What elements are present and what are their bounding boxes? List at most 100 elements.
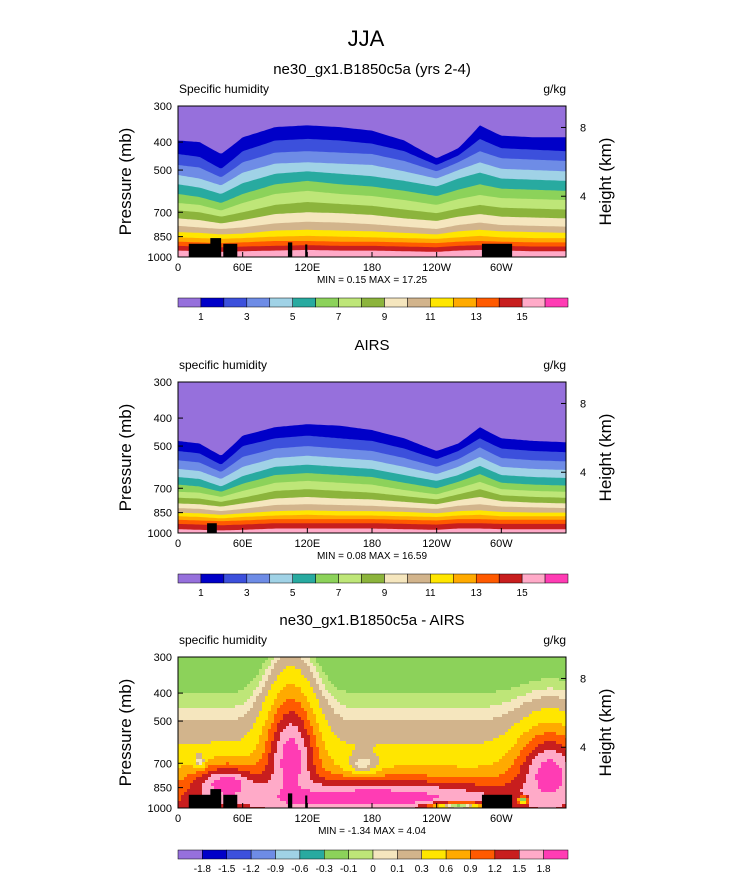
contour-cell <box>436 663 440 667</box>
contour-cell <box>364 750 368 754</box>
contour-cell <box>277 735 281 739</box>
contour-cell <box>559 723 563 727</box>
contour-cell <box>325 744 329 748</box>
contour-cell <box>472 708 476 712</box>
contour-cell <box>178 681 182 685</box>
contour-cell <box>481 711 485 715</box>
contour-cell <box>253 660 257 664</box>
contour-cell <box>349 663 353 667</box>
contour-cell <box>412 663 416 667</box>
contour-cell <box>388 675 392 679</box>
contour-cell <box>433 735 437 739</box>
contour-cell <box>250 663 254 667</box>
contour-cell <box>391 702 395 706</box>
contour-cell <box>493 669 497 673</box>
contour-cell <box>328 720 332 724</box>
contour-cell <box>289 687 293 691</box>
contour-cell <box>466 744 470 748</box>
contour-cell <box>418 711 422 715</box>
contour-cell <box>361 765 365 769</box>
contour-cell <box>289 681 293 685</box>
contour-cell <box>376 738 380 742</box>
contour-cell <box>433 729 437 733</box>
contour-cell <box>439 762 443 766</box>
contour-cell <box>409 717 413 721</box>
contour-cell <box>538 732 542 736</box>
contour-cell <box>385 765 389 769</box>
contour-cell <box>226 672 230 676</box>
contour-cell <box>358 732 362 736</box>
contour-cell <box>343 756 347 760</box>
contour-cell <box>247 756 251 760</box>
contour-cell <box>535 759 539 763</box>
contour-cell <box>334 666 338 670</box>
contour-cell <box>487 687 491 691</box>
contour-cell <box>460 732 464 736</box>
contour-cell <box>295 747 299 751</box>
contour-cell <box>229 768 233 772</box>
contour-cell <box>247 708 251 712</box>
contour-cell <box>484 681 488 685</box>
contour-cell <box>562 690 566 694</box>
contour-cell <box>433 699 437 703</box>
contour-cell <box>526 720 530 724</box>
contour-cell <box>469 678 473 682</box>
contour-cell <box>232 666 236 670</box>
contour-cell <box>337 675 341 679</box>
contour-cell <box>517 759 521 763</box>
contour-cell <box>217 756 221 760</box>
contour-cell <box>247 762 251 766</box>
contour-cell <box>256 765 260 769</box>
contour-cell <box>391 663 395 667</box>
contour-cell <box>388 678 392 682</box>
contour-cell <box>295 690 299 694</box>
contour-cell <box>487 684 491 688</box>
colorbar-swatch <box>361 573 385 584</box>
contour-cell <box>547 753 551 757</box>
contour-cell <box>244 669 248 673</box>
contour-cell <box>220 756 224 760</box>
contour-cell <box>532 765 536 769</box>
contour-cell <box>349 759 353 763</box>
contour-cell <box>223 666 227 670</box>
contour-cell <box>544 681 548 685</box>
contour-cell <box>415 738 419 742</box>
contour-cell <box>235 720 239 724</box>
contour-cell <box>358 684 362 688</box>
contour-cell <box>466 765 470 769</box>
contour-cell <box>520 759 524 763</box>
contour-cell <box>376 744 380 748</box>
contour-field <box>178 106 566 257</box>
contour-cell <box>463 738 467 742</box>
contour-cell <box>367 681 371 685</box>
contour-cell <box>547 765 551 769</box>
contour-cell <box>484 705 488 709</box>
contour-cell <box>211 723 215 727</box>
contour-cell <box>457 690 461 694</box>
contour-cell <box>238 657 242 661</box>
contour-cell <box>217 759 221 763</box>
contour-cell <box>466 720 470 724</box>
contour-cell <box>439 738 443 742</box>
contour-cell <box>307 657 311 661</box>
contour-cell <box>253 759 257 763</box>
contour-cell <box>439 735 443 739</box>
contour-cell <box>538 702 542 706</box>
contour-cell <box>433 687 437 691</box>
contour-cell <box>403 711 407 715</box>
contour-cell <box>256 675 260 679</box>
contour-cell <box>427 726 431 730</box>
contour-cell <box>442 699 446 703</box>
contour-cell <box>313 765 317 769</box>
contour-cell <box>238 720 242 724</box>
contour-cell <box>472 762 476 766</box>
contour-cell <box>553 738 557 742</box>
contour-cell <box>247 738 251 742</box>
contour-cell <box>379 750 383 754</box>
contour-cell <box>388 705 392 709</box>
contour-cell <box>259 717 263 721</box>
contour-cell <box>478 723 482 727</box>
contour-cell <box>202 657 206 661</box>
contour-cell <box>253 675 257 679</box>
contour-cell <box>340 675 344 679</box>
